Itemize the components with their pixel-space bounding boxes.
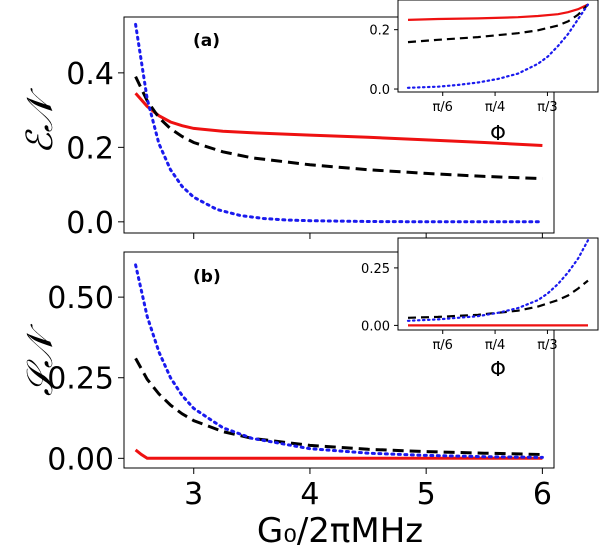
panel-b-series-black-line bbox=[134, 357, 543, 456]
panel-b-inset-ytick-label: 0.25 bbox=[361, 262, 390, 277]
panel-a-inset-xlabel: Φ bbox=[490, 121, 506, 145]
panel-b-ytick-label: 0.00 bbox=[47, 442, 114, 477]
panel-b-xtick-label: 5 bbox=[417, 477, 436, 512]
panel-a-inset-frame bbox=[397, 0, 599, 93]
panel-b-xtick-label: 6 bbox=[533, 477, 552, 512]
panel-a-tag: (a) bbox=[193, 31, 220, 51]
panel-b-series-red-line bbox=[134, 448, 543, 460]
panel-a-inset-series-blue-line bbox=[406, 3, 590, 89]
panel-a-inset-ytick-label: 0.2 bbox=[369, 24, 390, 39]
x-axis-label: G₀/2πMHz bbox=[257, 511, 423, 551]
panel-a-inset-background bbox=[398, 0, 598, 92]
panel-a-ytick-label: 0.4 bbox=[66, 57, 114, 92]
panel-b-inset-ytick-label: 0.00 bbox=[361, 319, 390, 334]
panel-b-inset-xtick-label: π/6 bbox=[432, 338, 452, 353]
panel-a-inset-ytick-label: 0.0 bbox=[369, 83, 390, 98]
panel-b-inset-xtick-label: π/4 bbox=[485, 338, 505, 353]
panel-b-axes: 3 4 5 6 0.00 0.25 0.50 (b) bbox=[47, 251, 555, 512]
panel-b-xtick-label: 4 bbox=[300, 477, 319, 512]
panel-b-tag: (b) bbox=[193, 267, 221, 287]
panel-a-inset: π/6 π/4 π/3 0.0 0.2 Φ bbox=[369, 0, 599, 145]
panel-b-inset-xtick-label: π/3 bbox=[537, 338, 557, 353]
panel-b-inset-frame bbox=[397, 237, 599, 331]
panel-a-ylabel: ℰ𝒩 bbox=[20, 87, 61, 154]
panel-b-inset: π/6 π/4 π/3 0.00 0.25 Φ bbox=[361, 237, 599, 381]
panel-b-frame bbox=[123, 251, 555, 469]
panel-b-xtick-label: 3 bbox=[184, 477, 203, 512]
panel-a-ytick-label: 0.0 bbox=[66, 206, 114, 241]
panel-b-series-blue-line bbox=[134, 263, 544, 459]
panel-a-series-black-line bbox=[134, 75, 543, 181]
panel-a-inset-series-black-line bbox=[407, 3, 589, 44]
panel-a-axes: 0.0 0.2 0.4 (a) bbox=[66, 16, 555, 241]
panel-b-inset-series-blue-line bbox=[406, 239, 590, 322]
panel-a-series-red-line bbox=[134, 92, 543, 147]
panel-a-inset-xtick-label: π/3 bbox=[537, 100, 557, 115]
panel-a-inset-series-red-line bbox=[407, 3, 589, 21]
panel-a-frame bbox=[123, 16, 555, 234]
panel-b-inset-background bbox=[398, 238, 598, 330]
panel-a-inset-xtick-label: π/4 bbox=[485, 100, 505, 115]
panel-b-inset-series-black-line bbox=[407, 279, 589, 319]
panel-a-series-blue-line bbox=[134, 22, 544, 224]
panel-a-inset-xtick-label: π/6 bbox=[432, 100, 452, 115]
panel-b-ytick-label: 0.25 bbox=[47, 362, 114, 397]
panel-a-ytick-label: 0.2 bbox=[66, 131, 114, 166]
panel-b-inset-xlabel: Φ bbox=[490, 357, 506, 381]
panel-b-ylabel: 𝒮𝒩 bbox=[20, 323, 61, 396]
panel-b-ytick-label: 0.50 bbox=[47, 281, 114, 316]
